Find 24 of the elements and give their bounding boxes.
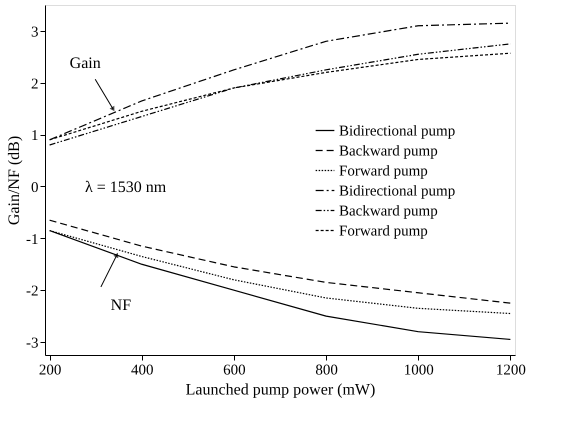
x-axis-title: Launched pump power (mW) <box>186 382 376 398</box>
x-tick-label: 800 <box>315 362 338 378</box>
annotation: λ = 1530 nm <box>85 179 167 196</box>
legend-label: Forward pump <box>339 164 428 180</box>
y-tick-label: 0 <box>31 180 38 196</box>
x-tick-label: 600 <box>223 362 246 378</box>
y-tick-label: 3 <box>31 24 38 40</box>
y-tick-label: 1 <box>31 128 38 144</box>
legend-label: Forward pump <box>339 224 428 240</box>
annotation: NF <box>110 296 132 314</box>
x-tick-label: 400 <box>131 362 154 378</box>
legend-label: Bidirectional pump <box>339 184 456 200</box>
y-tick-label: 2 <box>31 76 38 92</box>
legend-label: Bidirectional pump <box>339 124 456 140</box>
annotation: Gain <box>70 55 101 72</box>
x-tick-label: 1200 <box>496 362 526 378</box>
legend-label: Backward pump <box>339 144 438 160</box>
y-tick-label: -2 <box>26 284 38 300</box>
y-tick-label: -3 <box>26 336 38 352</box>
x-tick-label: 1000 <box>404 362 434 378</box>
y-tick-label: -1 <box>26 232 38 248</box>
legend-label: Backward pump <box>339 204 438 220</box>
x-tick-label: 200 <box>38 362 62 378</box>
y-axis-title: Gain/NF (dB) <box>6 136 24 226</box>
